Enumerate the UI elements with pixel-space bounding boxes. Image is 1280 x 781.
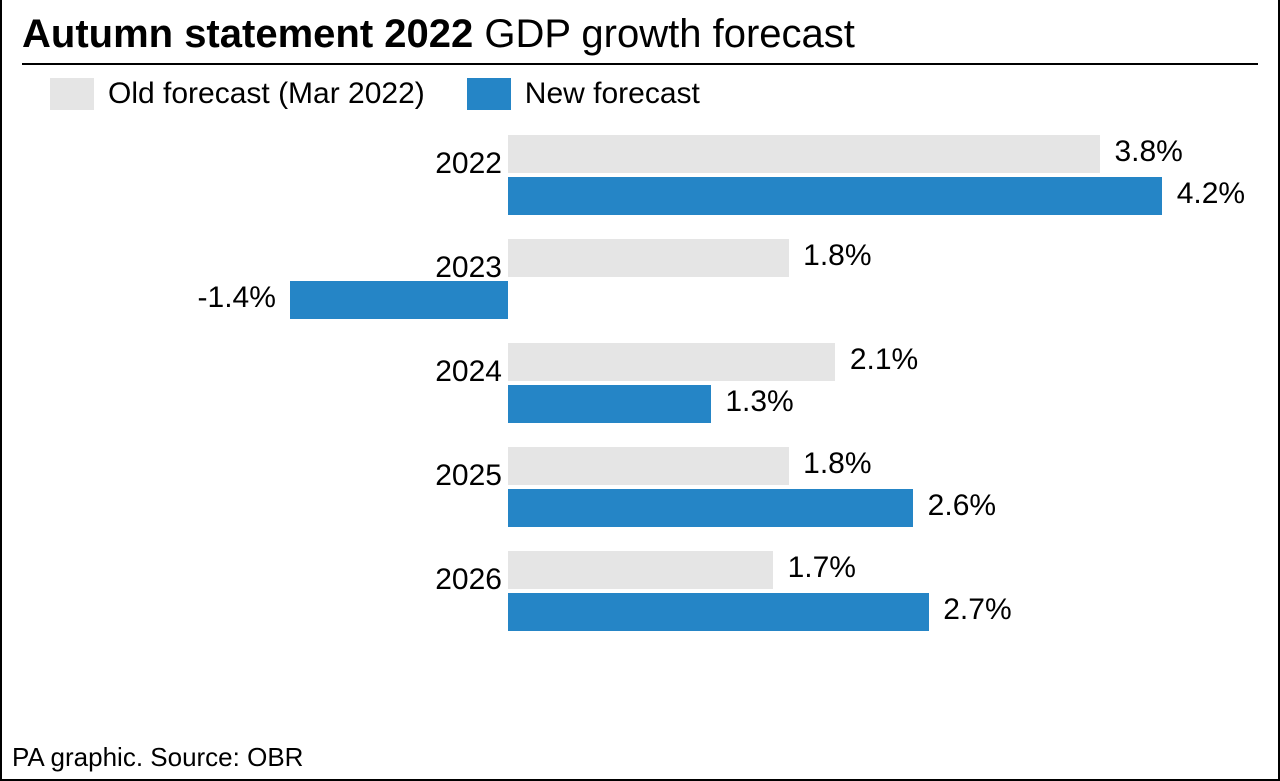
source-text: PA graphic. Source: OBR bbox=[12, 742, 303, 773]
chart-area: 20223.8%4.2%20231.8%-1.4%20242.1%1.3%202… bbox=[22, 129, 1258, 709]
value-label-old: 2.1% bbox=[850, 343, 918, 377]
value-label-new: 1.3% bbox=[725, 385, 793, 419]
legend-swatch-new bbox=[467, 78, 511, 110]
year-group: 2024 2.1% 1.3% bbox=[22, 337, 1238, 417]
value-label-new: 2.6% bbox=[928, 489, 996, 523]
title-row: Autumn statement 2022 GDP growth forecas… bbox=[22, 12, 1258, 65]
legend-label-new: New forecast bbox=[525, 77, 700, 111]
chart-container: Autumn statement 2022 GDP growth forecas… bbox=[0, 0, 1280, 781]
year-label: 2025 bbox=[435, 459, 502, 493]
value-label-new: 2.7% bbox=[943, 593, 1011, 627]
bar-old bbox=[508, 239, 788, 277]
legend: Old forecast (Mar 2022) New forecast bbox=[22, 77, 1258, 111]
bar-new bbox=[508, 593, 928, 631]
bar-old bbox=[508, 135, 1099, 173]
bar-new bbox=[508, 385, 710, 423]
bar-new bbox=[508, 177, 1162, 215]
legend-label-old: Old forecast (Mar 2022) bbox=[108, 77, 425, 111]
bar-old bbox=[508, 343, 835, 381]
year-label: 2024 bbox=[435, 355, 502, 389]
year-group: 2026 1.7% 2.7% bbox=[22, 545, 1238, 625]
value-label-old: 1.7% bbox=[788, 551, 856, 585]
year-group: 2025 1.8% 2.6% bbox=[22, 441, 1238, 521]
title-light: GDP growth forecast bbox=[473, 12, 855, 56]
year-label: 2023 bbox=[435, 251, 502, 285]
value-label-new: 4.2% bbox=[1177, 177, 1245, 211]
year-group: 2023 1.8% -1.4% bbox=[22, 233, 1238, 313]
value-label-old: 3.8% bbox=[1114, 135, 1182, 169]
legend-swatch-old bbox=[50, 78, 94, 110]
year-label: 2026 bbox=[435, 563, 502, 597]
year-label: 2022 bbox=[435, 147, 502, 181]
bar-old bbox=[508, 447, 788, 485]
value-label-new: -1.4% bbox=[198, 281, 276, 315]
value-label-old: 1.8% bbox=[803, 239, 871, 273]
year-group: 20223.8%4.2% bbox=[22, 129, 1238, 209]
value-label-old: 1.8% bbox=[803, 447, 871, 481]
bar-new bbox=[290, 281, 508, 319]
bar-new bbox=[508, 489, 913, 527]
bar-old bbox=[508, 551, 773, 589]
title-bold: Autumn statement 2022 bbox=[22, 12, 473, 56]
